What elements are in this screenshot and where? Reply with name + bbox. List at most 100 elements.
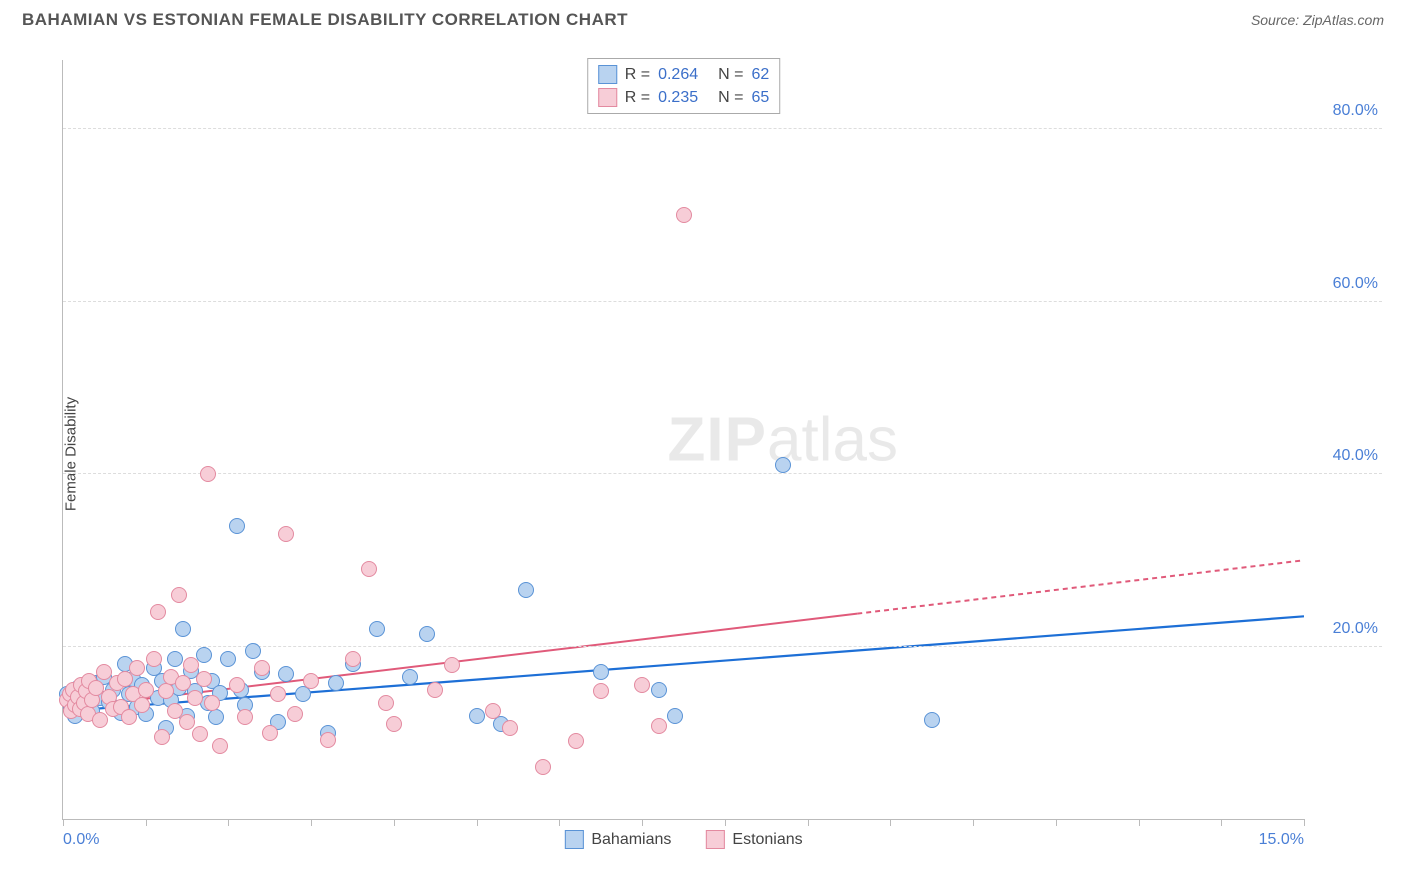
x-tick bbox=[1221, 819, 1222, 826]
x-tick bbox=[642, 819, 643, 826]
scatter-point-estonians bbox=[212, 738, 228, 754]
bottom-legend-item-estonians: Estonians bbox=[705, 830, 802, 849]
y-tick-label: 40.0% bbox=[1333, 447, 1378, 465]
y-tick-label: 20.0% bbox=[1333, 620, 1378, 638]
y-tick-label: 80.0% bbox=[1333, 102, 1378, 120]
x-tick bbox=[1304, 819, 1305, 826]
legend-swatch-bahamians bbox=[598, 65, 617, 84]
scatter-point-bahamians bbox=[419, 626, 435, 642]
x-tick bbox=[228, 819, 229, 826]
source-prefix: Source: bbox=[1251, 12, 1303, 28]
scatter-point-estonians bbox=[237, 709, 253, 725]
scatter-point-bahamians bbox=[469, 708, 485, 724]
scatter-point-estonians bbox=[200, 466, 216, 482]
x-tick bbox=[1139, 819, 1140, 826]
legend-swatch-estonians bbox=[598, 88, 617, 107]
legend-n-value: 65 bbox=[751, 89, 769, 107]
scatter-point-estonians bbox=[303, 673, 319, 689]
legend-row-bahamians: R = 0.264N = 62 bbox=[598, 63, 770, 86]
scatter-point-estonians bbox=[183, 657, 199, 673]
scatter-point-estonians bbox=[134, 697, 150, 713]
plot-area: ZIPatlas R = 0.264N = 62R = 0.235N = 65 … bbox=[62, 60, 1304, 820]
scatter-point-estonians bbox=[278, 526, 294, 542]
legend-r-label: R = bbox=[625, 66, 650, 84]
x-tick bbox=[394, 819, 395, 826]
scatter-point-estonians bbox=[150, 604, 166, 620]
scatter-point-estonians bbox=[121, 709, 137, 725]
chart-title: BAHAMIAN VS ESTONIAN FEMALE DISABILITY C… bbox=[22, 10, 628, 30]
source-attribution: Source: ZipAtlas.com bbox=[1251, 12, 1384, 28]
scatter-point-estonians bbox=[171, 587, 187, 603]
scatter-point-estonians bbox=[117, 671, 133, 687]
y-tick-label: 60.0% bbox=[1333, 275, 1378, 293]
scatter-point-estonians bbox=[651, 718, 667, 734]
scatter-point-estonians bbox=[262, 725, 278, 741]
scatter-point-bahamians bbox=[208, 709, 224, 725]
legend-n-label: N = bbox=[718, 89, 743, 107]
scatter-point-bahamians bbox=[651, 682, 667, 698]
scatter-point-estonians bbox=[254, 660, 270, 676]
scatter-point-bahamians bbox=[369, 621, 385, 637]
bottom-legend-item-bahamians: Bahamians bbox=[564, 830, 671, 849]
x-tick bbox=[1056, 819, 1057, 826]
scatter-point-estonians bbox=[320, 732, 336, 748]
x-tick bbox=[477, 819, 478, 826]
scatter-point-estonians bbox=[229, 677, 245, 693]
scatter-point-estonians bbox=[535, 759, 551, 775]
x-tick bbox=[725, 819, 726, 826]
scatter-point-estonians bbox=[92, 712, 108, 728]
x-tick bbox=[311, 819, 312, 826]
scatter-point-bahamians bbox=[775, 457, 791, 473]
scatter-point-estonians bbox=[634, 677, 650, 693]
gridline bbox=[63, 128, 1382, 129]
correlation-legend: R = 0.264N = 62R = 0.235 N = 65 bbox=[587, 58, 781, 114]
scatter-point-estonians bbox=[204, 695, 220, 711]
legend-n-value: 62 bbox=[751, 66, 769, 84]
x-tick bbox=[146, 819, 147, 826]
scatter-point-estonians bbox=[158, 683, 174, 699]
scatter-point-estonians bbox=[129, 660, 145, 676]
trend-line-dashed-estonians bbox=[857, 560, 1304, 613]
scatter-point-estonians bbox=[427, 682, 443, 698]
scatter-point-estonians bbox=[270, 686, 286, 702]
legend-r-value: 0.264 bbox=[658, 66, 698, 84]
legend-r-value: 0.235 bbox=[658, 89, 698, 107]
scatter-point-estonians bbox=[593, 683, 609, 699]
bottom-legend-label: Bahamians bbox=[591, 831, 671, 849]
scatter-point-estonians bbox=[361, 561, 377, 577]
bottom-legend-label: Estonians bbox=[732, 831, 802, 849]
scatter-point-estonians bbox=[378, 695, 394, 711]
scatter-point-bahamians bbox=[245, 643, 261, 659]
scatter-point-estonians bbox=[676, 207, 692, 223]
scatter-point-estonians bbox=[502, 720, 518, 736]
scatter-point-bahamians bbox=[667, 708, 683, 724]
trend-line-bahamians bbox=[63, 616, 1304, 711]
scatter-point-bahamians bbox=[220, 651, 236, 667]
gridline bbox=[63, 646, 1382, 647]
bottom-legend-swatch-bahamians bbox=[564, 830, 583, 849]
scatter-point-estonians bbox=[175, 675, 191, 691]
x-tick bbox=[973, 819, 974, 826]
x-tick-label: 15.0% bbox=[1259, 831, 1304, 849]
scatter-point-estonians bbox=[138, 682, 154, 698]
series-legend: Bahamians Estonians bbox=[564, 830, 802, 849]
scatter-point-bahamians bbox=[328, 675, 344, 691]
scatter-point-estonians bbox=[187, 690, 203, 706]
x-tick bbox=[890, 819, 891, 826]
scatter-point-estonians bbox=[196, 671, 212, 687]
scatter-point-bahamians bbox=[402, 669, 418, 685]
bottom-legend-swatch-estonians bbox=[705, 830, 724, 849]
scatter-point-estonians bbox=[444, 657, 460, 673]
scatter-point-estonians bbox=[485, 703, 501, 719]
x-tick bbox=[808, 819, 809, 826]
scatter-point-bahamians bbox=[924, 712, 940, 728]
x-tick bbox=[63, 819, 64, 826]
x-tick-label: 0.0% bbox=[63, 831, 99, 849]
x-tick bbox=[559, 819, 560, 826]
scatter-point-estonians bbox=[568, 733, 584, 749]
scatter-point-bahamians bbox=[175, 621, 191, 637]
legend-row-estonians: R = 0.235N = 65 bbox=[598, 86, 770, 109]
gridline bbox=[63, 473, 1382, 474]
scatter-point-bahamians bbox=[278, 666, 294, 682]
scatter-point-bahamians bbox=[229, 518, 245, 534]
